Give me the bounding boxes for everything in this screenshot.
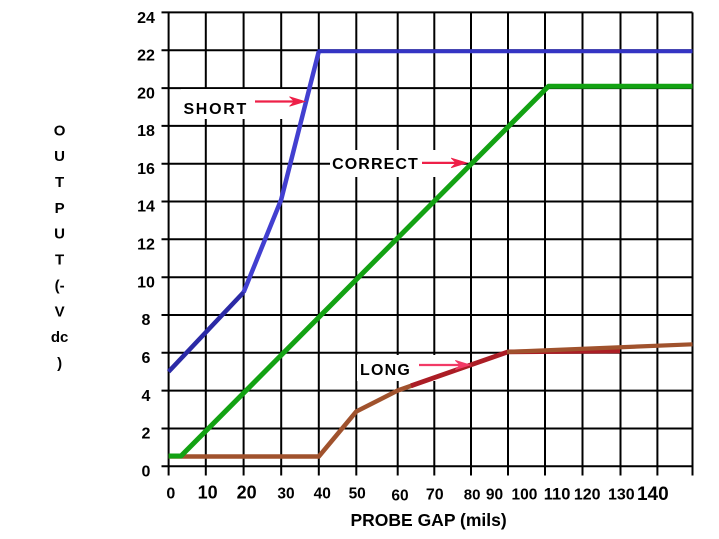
- svg-text:50: 50: [349, 485, 366, 502]
- svg-text:24: 24: [137, 10, 155, 27]
- svg-text:U: U: [54, 226, 65, 243]
- svg-text:18: 18: [137, 123, 155, 140]
- svg-text:12: 12: [137, 237, 155, 254]
- svg-text:0: 0: [166, 486, 175, 503]
- svg-text:dc: dc: [51, 329, 69, 346]
- svg-text:20: 20: [237, 483, 257, 503]
- svg-text:0: 0: [142, 464, 151, 481]
- svg-text:SHORT: SHORT: [183, 101, 248, 118]
- svg-text:20: 20: [137, 85, 155, 102]
- svg-text:8: 8: [142, 312, 151, 329]
- svg-text:10: 10: [198, 483, 218, 503]
- svg-text:140: 140: [637, 484, 669, 505]
- svg-text:70: 70: [426, 486, 444, 503]
- svg-text:10: 10: [137, 274, 155, 291]
- svg-text:U: U: [54, 148, 65, 165]
- svg-text:V: V: [55, 303, 65, 320]
- svg-text:16: 16: [137, 161, 155, 178]
- svg-text:110: 110: [544, 486, 571, 504]
- svg-text:(-: (-: [55, 278, 65, 295]
- svg-text:120: 120: [574, 487, 601, 504]
- svg-text:30: 30: [277, 485, 294, 502]
- svg-text:60: 60: [391, 487, 408, 504]
- svg-text:O: O: [54, 122, 66, 139]
- svg-text:130: 130: [608, 487, 635, 504]
- svg-text:100: 100: [511, 486, 537, 503]
- svg-text:2: 2: [142, 426, 151, 443]
- svg-text:CORRECT: CORRECT: [332, 156, 419, 173]
- svg-text:22: 22: [137, 47, 155, 64]
- svg-text:PROBE GAP (mils): PROBE GAP (mils): [350, 510, 506, 530]
- svg-text:14: 14: [137, 199, 155, 216]
- svg-text:T: T: [55, 252, 64, 269]
- svg-text:T: T: [55, 174, 64, 191]
- svg-text:4: 4: [142, 388, 151, 405]
- svg-text:6: 6: [142, 350, 151, 367]
- svg-text:LONG: LONG: [360, 362, 411, 379]
- svg-text:): ): [57, 355, 62, 372]
- svg-text:90: 90: [486, 487, 503, 504]
- svg-text:P: P: [55, 200, 65, 217]
- svg-text:40: 40: [314, 485, 331, 502]
- svg-text:80: 80: [464, 487, 481, 504]
